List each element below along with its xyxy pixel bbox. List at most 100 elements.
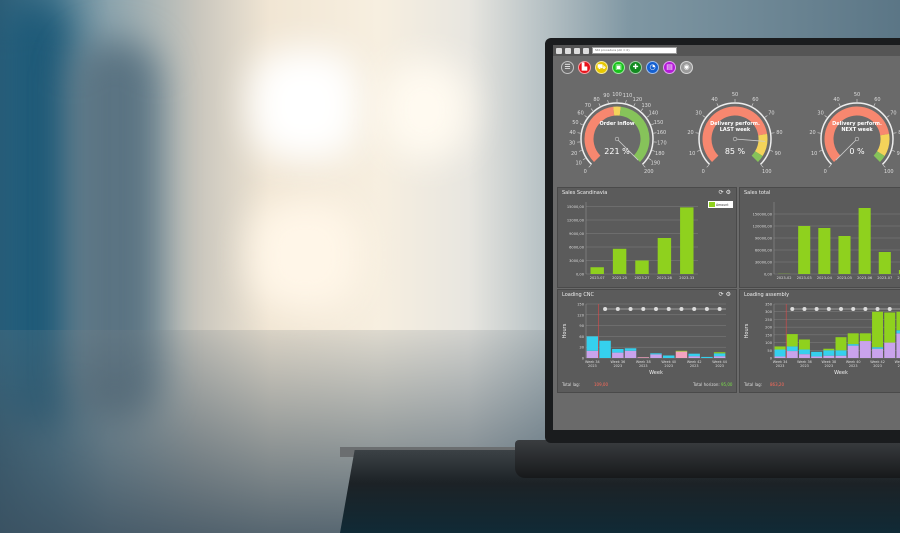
stacked-bar-segment [786, 351, 798, 358]
background-window-light [250, 200, 360, 310]
stacked-bar-segment [884, 342, 896, 358]
x-tick-label-year: 2023 [588, 364, 597, 368]
gauge-tick-label: 70 [890, 111, 896, 117]
procedure-select[interactable]: Std procedure (All = 0) [592, 47, 677, 54]
y-tick-label: 150 [765, 333, 773, 337]
bar [878, 252, 891, 274]
x-tick-label-year: 2023 [664, 364, 673, 368]
menu-icon[interactable]: ☰ [561, 61, 574, 74]
x-tick-label-year: 2023 [800, 364, 809, 368]
stacked-bar-segment [896, 311, 900, 331]
gauge-tick [651, 123, 655, 126]
gauge-tick [892, 150, 896, 152]
bar [858, 208, 871, 274]
total-lag-label: Total lag: [744, 382, 763, 387]
stacked-bar-segment [847, 345, 859, 358]
bar [657, 238, 672, 274]
gauge-pivot [614, 136, 620, 142]
y-tick-label: 30 [579, 346, 584, 350]
tools-icon[interactable]: ✚ [629, 61, 642, 74]
total-horizon-value: 95,00 [721, 382, 733, 387]
bar [590, 267, 604, 274]
stacked-bar-segment [884, 312, 896, 343]
gauge-tick-label: 50 [572, 120, 578, 126]
gauge-rim [820, 102, 894, 165]
gauge-tick [590, 108, 594, 112]
gauge-tick-label: 120 [633, 97, 643, 103]
total-lag-label: Total lag: [562, 382, 581, 387]
print-icon[interactable] [565, 47, 571, 54]
stacked-bar-segment [599, 340, 611, 358]
gauge-tick [642, 164, 646, 168]
y-tick-label: 0 [582, 357, 585, 361]
x-tick-label: Week 38 [821, 360, 836, 364]
y-tick-label: 6000,00 [569, 246, 585, 250]
factory-icon[interactable]: ▙ [578, 61, 591, 74]
chat-icon[interactable]: ◉ [680, 61, 693, 74]
gauge-value: 85 % [725, 147, 746, 156]
gauge-tick-label: 70 [585, 103, 591, 109]
bar [818, 228, 831, 274]
refresh-settings-icons[interactable]: ⟳ ⚙ [718, 291, 731, 298]
gauge-title: Delivery perform. [832, 121, 882, 127]
x-axis-label: Week [649, 370, 663, 376]
background-window-light [250, 50, 360, 160]
gauge-tick [751, 103, 754, 107]
gauge-tick [882, 164, 886, 168]
gauge-tick [648, 158, 652, 161]
legend-label: Amount [716, 203, 729, 207]
gauge-tick-label: 30 [695, 111, 701, 117]
y-tick-label: 150000,00 [753, 213, 773, 217]
gauge-tick [598, 103, 601, 107]
gauge-tick-label: 180 [655, 151, 665, 157]
gauge-tick-label: 10 [689, 151, 695, 157]
stacked-bar-segment [586, 336, 599, 351]
cart-icon[interactable]: ⛟ [595, 61, 608, 74]
x-tick-label: 2023-25 [612, 276, 627, 280]
laptop-screen-dashboard: Std procedure (All = 0) ☰ ▙ ⛟ ▣ ✚ ◔ ▤ ◉ 0 10 20 30… [553, 45, 900, 430]
expand-icon[interactable] [583, 47, 589, 54]
module-nav: ☰ ▙ ⛟ ▣ ✚ ◔ ▤ ◉ [553, 56, 900, 74]
x-tick-label: 2023-28 [657, 276, 673, 280]
calculator-icon[interactable]: ▤ [663, 61, 676, 74]
x-tick-label: Week 44 [712, 360, 727, 364]
gauge-tick [886, 115, 890, 118]
x-tick-label-year: 2023 [776, 364, 785, 368]
gauge-tick-label: 160 [657, 130, 667, 136]
legend-swatch [709, 202, 715, 207]
stacked-bar-segment [713, 352, 726, 354]
gauge-tick-label: 80 [776, 130, 782, 136]
y-tick-label: 30000,00 [755, 261, 773, 265]
gauge-title: Order inflow [600, 121, 635, 127]
y-tick-label: 90 [579, 324, 584, 328]
briefcase-icon[interactable]: ▣ [612, 61, 625, 74]
y-tick-label: 300 [765, 310, 773, 314]
y-tick-label: 120 [577, 313, 585, 317]
save-icon[interactable] [556, 47, 562, 54]
gauge-tick [584, 115, 588, 118]
clock-icon[interactable]: ◔ [646, 61, 659, 74]
gauge-tick [579, 123, 583, 126]
panel-title: Loading CNC [562, 292, 595, 298]
gauge-tick-label: 60 [874, 97, 880, 103]
stacked-bar-segment [774, 356, 786, 358]
x-tick-label: 2023-07 [590, 276, 605, 280]
bar [680, 207, 694, 274]
x-tick-label: 2023-08 [897, 276, 900, 280]
refresh-settings-icons[interactable]: ⟳ ⚙ [718, 189, 731, 196]
panel-sales-total: Sales total 0,00 30000,00 60000,00 90000,00… [739, 187, 900, 288]
gauge-tick [640, 108, 644, 112]
stacked-bar-segment [823, 348, 835, 351]
x-tick-label: Week 42 [870, 360, 885, 364]
export-icon[interactable] [574, 47, 580, 54]
gauge-pivot [854, 136, 860, 142]
gauge-tick [646, 115, 650, 118]
stacked-bar-segment [786, 346, 798, 352]
y-tick-label: 12000,00 [567, 219, 585, 223]
x-tick-label-year: 2023 [873, 364, 882, 368]
y-tick-label: 250 [765, 318, 773, 322]
gauge-tick-label: 90 [775, 151, 781, 157]
stacked-bar-segment [713, 353, 726, 357]
x-tick-label: 2023-06 [857, 276, 873, 280]
gauge-tick-label: 140 [649, 111, 659, 117]
